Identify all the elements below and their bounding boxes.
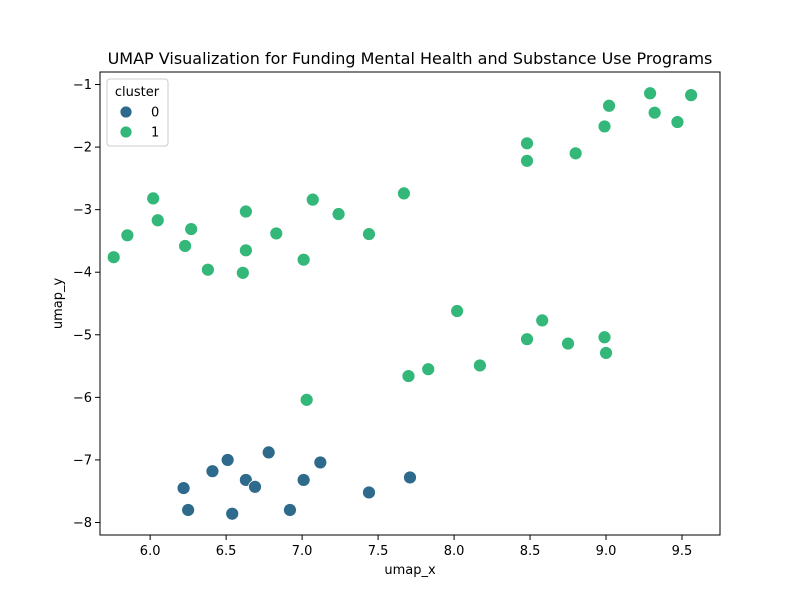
y-tick-label: −5 [73, 328, 92, 343]
data-point-cluster-1 [473, 358, 487, 373]
x-tick-label: 7.0 [292, 544, 313, 559]
legend: cluster 0 1 [106, 78, 169, 147]
y-tick-label: −2 [73, 141, 92, 156]
data-point-cluster-1 [238, 204, 253, 219]
data-point-cluster-1 [362, 227, 376, 241]
data-point-cluster-1 [535, 313, 550, 328]
x-tick-label: 8.0 [444, 544, 465, 559]
data-point-cluster-0 [283, 503, 297, 517]
y-tick-label: −4 [73, 266, 92, 281]
legend-marker-cluster-0 [119, 105, 133, 119]
data-point-cluster-1 [397, 186, 411, 201]
data-point-cluster-1 [150, 213, 165, 228]
x-tick-label: 6.0 [140, 544, 161, 559]
data-point-cluster-1 [643, 86, 657, 101]
x-tick-label: 6.5 [216, 544, 237, 559]
data-point-cluster-1 [146, 191, 161, 206]
data-point-cluster-1 [296, 252, 311, 267]
data-point-cluster-1 [561, 336, 575, 351]
data-point-cluster-0 [296, 473, 311, 487]
data-point-cluster-1 [401, 369, 416, 383]
y-tick-label: −6 [73, 391, 92, 406]
x-tick-label: 8.5 [520, 544, 541, 559]
legend-label-cluster-1: 1 [151, 126, 159, 141]
data-point-cluster-0 [403, 470, 417, 485]
plot-frame [99, 71, 721, 536]
y-tick-label: −7 [73, 453, 92, 468]
y-tick-label: −3 [73, 203, 92, 218]
data-point-cluster-1 [520, 153, 534, 168]
data-point-cluster-1 [568, 146, 583, 161]
data-point-cluster-1 [450, 304, 465, 318]
x-tick-label: 9.5 [672, 544, 693, 559]
data-point-cluster-1 [421, 362, 436, 377]
data-point-cluster-1 [200, 262, 215, 277]
data-point-cluster-1 [670, 115, 685, 129]
data-point-cluster-0 [362, 485, 376, 500]
y-axis-ticks: −1 −2 −3 −4 −5 −6 −7 −8 [73, 78, 100, 531]
x-axis-label: umap_x [384, 563, 436, 578]
data-point-cluster-1 [238, 243, 253, 258]
data-point-cluster-1 [269, 226, 284, 241]
x-tick-label: 7.5 [368, 544, 389, 559]
data-point-cluster-1 [106, 250, 121, 265]
data-point-cluster-1 [178, 239, 192, 253]
data-point-cluster-0 [261, 445, 276, 460]
data-point-cluster-0 [225, 506, 240, 521]
data-point-cluster-1 [599, 346, 613, 360]
data-point-cluster-1 [184, 222, 199, 236]
legend-label-cluster-0: 0 [151, 106, 159, 121]
chart-title: UMAP Visualization for Funding Mental He… [108, 49, 713, 68]
legend-marker-cluster-1 [119, 125, 133, 139]
data-point-cluster-0 [248, 479, 262, 494]
data-point-cluster-0 [238, 473, 253, 487]
data-point-cluster-1 [305, 192, 320, 207]
points-layer [106, 86, 699, 521]
data-point-cluster-0 [176, 481, 191, 495]
data-point-cluster-0 [313, 455, 328, 470]
data-point-cluster-1 [520, 332, 534, 347]
data-point-cluster-0 [181, 503, 196, 517]
legend-title: cluster [115, 85, 160, 100]
y-tick-label: −8 [73, 516, 92, 531]
data-point-cluster-1 [597, 119, 612, 134]
data-point-cluster-1 [520, 136, 534, 151]
data-point-cluster-1 [684, 88, 699, 103]
data-point-cluster-1 [597, 330, 612, 345]
data-point-cluster-0 [220, 453, 235, 467]
data-point-cluster-1 [331, 207, 346, 221]
data-point-cluster-0 [205, 464, 220, 479]
x-tick-label: 9.0 [596, 544, 617, 559]
data-point-cluster-1 [235, 265, 250, 280]
data-point-cluster-1 [299, 392, 314, 407]
data-point-cluster-1 [120, 228, 135, 243]
y-tick-label: −1 [73, 78, 92, 93]
data-point-cluster-1 [602, 98, 616, 113]
data-point-cluster-1 [647, 105, 662, 120]
x-axis-ticks: 6.0 6.5 7.0 7.5 8.0 8.5 9.0 9.5 [140, 535, 693, 559]
y-axis-label: umap_y [51, 278, 66, 330]
